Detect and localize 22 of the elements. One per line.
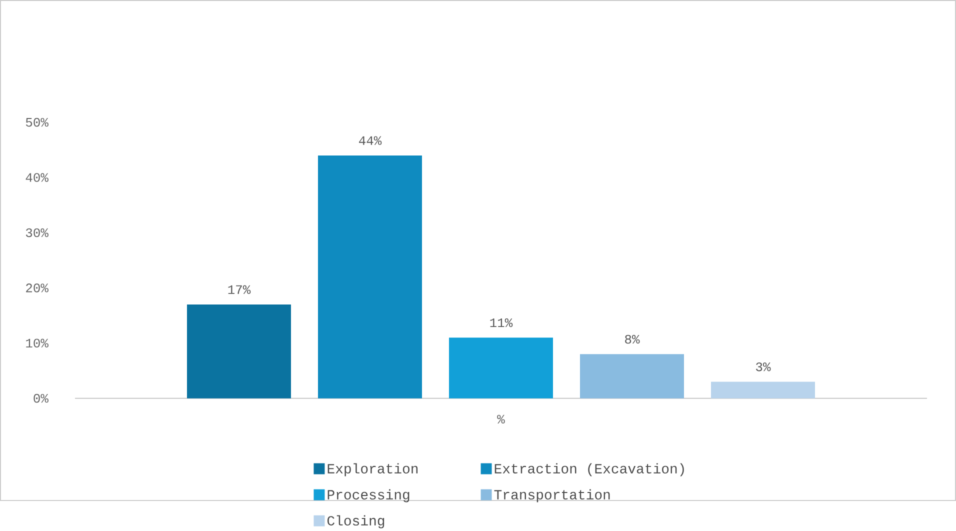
legend-label: Exploration [328,463,418,476]
data-label: 17% [228,285,251,294]
legend-label: Closing [327,515,384,528]
y-tick-label: 0% [34,394,48,403]
legend-label: Transportation [494,489,610,502]
bar [448,337,553,398]
y-tick-label: 40% [26,172,48,182]
y-tick-label: 50% [26,118,48,127]
bar [710,382,815,398]
y-tick-label: 20% [26,283,48,292]
bar [580,354,684,398]
x-tick-label: % [497,414,505,424]
data-label: 8% [625,334,640,344]
legend-label: Extraction (Excavation) [494,463,684,476]
data-label: 44% [358,136,382,145]
bar [318,155,422,398]
y-tick-label: 10% [26,338,48,348]
y-tick-label: 30% [26,228,48,237]
legend-label: Processing [328,489,410,502]
data-label: 11% [490,318,513,327]
data-label: 3% [756,362,771,372]
bar [186,304,291,398]
